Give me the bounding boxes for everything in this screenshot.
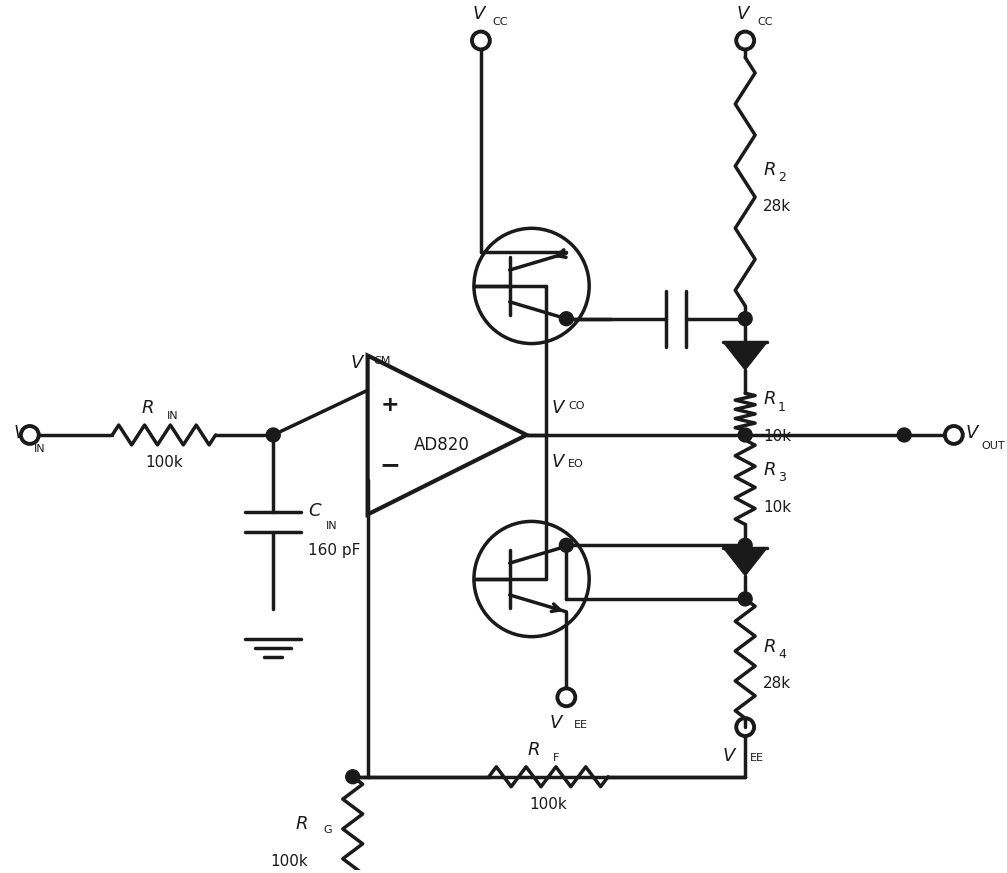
Text: 160 pF: 160 pF xyxy=(308,543,361,558)
Text: EE: EE xyxy=(574,720,588,730)
Text: 3: 3 xyxy=(778,471,785,485)
Text: V: V xyxy=(350,354,363,373)
Text: 10k: 10k xyxy=(763,499,792,514)
Text: 100k: 100k xyxy=(145,455,183,470)
Circle shape xyxy=(345,770,359,784)
Text: IN: IN xyxy=(167,411,178,421)
Text: 1: 1 xyxy=(778,401,785,414)
Text: CC: CC xyxy=(492,17,509,26)
Circle shape xyxy=(738,539,752,553)
Circle shape xyxy=(559,312,573,326)
Text: 100k: 100k xyxy=(530,797,567,812)
Text: CC: CC xyxy=(757,17,772,26)
Text: V: V xyxy=(552,453,564,471)
Text: 28k: 28k xyxy=(763,677,792,691)
Text: R: R xyxy=(295,815,308,834)
Polygon shape xyxy=(723,342,767,370)
Text: V: V xyxy=(13,424,26,442)
Text: V: V xyxy=(472,4,485,23)
Text: +: + xyxy=(381,395,399,416)
Text: V: V xyxy=(737,4,749,23)
Text: V: V xyxy=(552,399,564,417)
Text: G: G xyxy=(323,825,331,835)
Circle shape xyxy=(897,428,911,442)
Text: R: R xyxy=(763,390,775,409)
Circle shape xyxy=(559,539,573,553)
Text: V: V xyxy=(723,747,735,765)
Text: CM: CM xyxy=(374,356,391,367)
Text: R: R xyxy=(763,461,775,478)
Text: CO: CO xyxy=(568,401,585,411)
Text: −: − xyxy=(379,453,400,477)
Text: EO: EO xyxy=(568,459,584,469)
Circle shape xyxy=(738,312,752,326)
Text: R: R xyxy=(142,399,154,417)
Circle shape xyxy=(738,592,752,606)
Text: R: R xyxy=(763,637,775,656)
Text: AD820: AD820 xyxy=(414,436,470,454)
Text: V: V xyxy=(550,714,562,732)
Circle shape xyxy=(266,428,280,442)
Text: V: V xyxy=(966,424,978,442)
Text: 4: 4 xyxy=(778,648,785,661)
Text: F: F xyxy=(553,753,559,763)
Circle shape xyxy=(738,428,752,442)
Text: IN: IN xyxy=(326,521,337,532)
Text: 28k: 28k xyxy=(763,200,792,215)
Text: 100k: 100k xyxy=(270,855,308,870)
Text: IN: IN xyxy=(34,443,45,454)
Text: 2: 2 xyxy=(778,171,785,184)
Text: C: C xyxy=(308,503,320,520)
Text: EE: EE xyxy=(750,753,764,763)
Text: OUT: OUT xyxy=(982,441,1005,451)
Text: R: R xyxy=(763,161,775,179)
Text: R: R xyxy=(528,741,541,759)
Text: 10k: 10k xyxy=(763,429,792,444)
Polygon shape xyxy=(723,547,767,575)
